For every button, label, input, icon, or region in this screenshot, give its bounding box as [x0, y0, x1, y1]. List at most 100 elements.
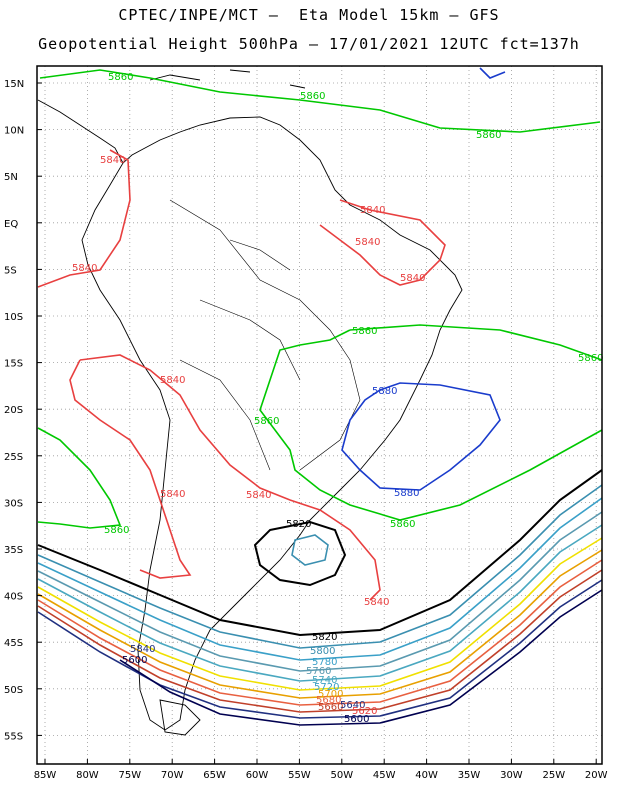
contour-labels: 5860 5860 5860 5860 5860 5860 5860 5860 …	[72, 72, 603, 725]
label-5880: 5880	[394, 488, 419, 499]
label-5840: 5840	[100, 155, 125, 166]
lat-tick-label: 20S	[4, 405, 23, 416]
lon-tick-label: 20W	[585, 770, 608, 781]
label-5720: 5720	[314, 682, 339, 693]
lat-tick-label: 45S	[4, 638, 23, 649]
lat-tick-label: EQ	[4, 219, 18, 230]
label-5680: 5680	[316, 695, 341, 706]
contour-5700-trough	[37, 549, 603, 699]
label-5600: 5600	[122, 655, 147, 666]
contour-5840-north	[37, 149, 131, 288]
lon-tick-label: 35W	[458, 770, 481, 781]
lon-tick-label: 45W	[373, 770, 396, 781]
lat-tick-label: 5S	[4, 265, 17, 276]
lat-tick-label: 50S	[4, 685, 23, 696]
axis-ticks: 15N 10N 5N EQ 5S 10S 15S 20S 25S 30S 35S 40S 45S 50S 5…	[4, 79, 608, 781]
lon-tick-label: 25W	[542, 770, 565, 781]
label-5860: 5860	[104, 525, 129, 536]
contour-5880-high	[341, 382, 501, 491]
lon-tick-label: 30W	[500, 770, 523, 781]
contour-5820-closed	[253, 520, 347, 587]
tierra-del-fuego	[159, 699, 201, 736]
label-5860: 5860	[578, 353, 603, 364]
lat-tick-label: 15N	[4, 79, 24, 90]
chart-title-line2: Geopotential Height 500hPa – 17/01/2021 …	[38, 35, 580, 53]
map-frame	[36, 65, 603, 765]
lon-tick-label: 40W	[415, 770, 438, 781]
label-5800: 5800	[310, 646, 335, 657]
label-5840: 5840	[160, 375, 185, 386]
contour-5680-trough	[37, 559, 603, 706]
lon-tick-label: 55W	[288, 770, 311, 781]
label-5860: 5860	[254, 416, 279, 427]
contour-5860-brazil	[259, 329, 603, 521]
contour-5820-trough	[37, 469, 603, 637]
central-america-coastline	[37, 99, 124, 164]
lon-tick-label: 80W	[76, 770, 99, 781]
contour-5800-trough	[37, 484, 603, 649]
lat-tick-label: 25S	[4, 452, 23, 463]
lon-tick-label: 60W	[246, 770, 269, 781]
label-5840: 5840	[246, 490, 271, 501]
label-5820: 5820	[312, 632, 337, 643]
lon-tick-label: 65W	[203, 770, 226, 781]
south-america-coastline	[81, 116, 463, 731]
label-5840: 5840	[72, 263, 97, 274]
contour-5800-closed	[291, 534, 329, 566]
contour-5860-central	[349, 324, 603, 361]
label-5700: 5700	[318, 689, 343, 700]
label-5840: 5840	[360, 205, 385, 216]
label-5840: 5840	[355, 237, 380, 248]
contour-5660-trough	[37, 569, 603, 713]
lat-tick-label: 35S	[4, 545, 23, 556]
lon-tick-label: 70W	[161, 770, 184, 781]
contour-5760-trough	[37, 511, 603, 672]
contour-5740-trough	[37, 524, 603, 682]
contour-5840-amazon	[319, 199, 446, 286]
country-borders	[169, 199, 361, 471]
contour-5860-west	[37, 427, 122, 529]
label-5780: 5780	[312, 657, 337, 668]
label-5820: 5820	[286, 519, 311, 530]
label-5840: 5840	[400, 273, 425, 284]
label-5760: 5760	[306, 666, 331, 677]
lat-tick-label: 5N	[4, 172, 18, 183]
label-5740: 5740	[312, 675, 337, 686]
label-5840: 5840	[130, 644, 155, 655]
contour-5780-trough	[37, 497, 603, 661]
label-5840: 5840	[364, 597, 389, 608]
label-5640: 5640	[340, 700, 365, 711]
contour-5640-trough	[37, 579, 603, 719]
graticule-grid	[37, 66, 602, 764]
label-5620: 5620	[352, 706, 377, 717]
label-5880: 5880	[372, 386, 397, 397]
contour-5840-chile	[69, 359, 192, 579]
land-coastline	[37, 69, 463, 736]
label-5860: 5860	[300, 91, 325, 102]
lat-tick-label: 10N	[4, 126, 24, 137]
label-5860: 5860	[108, 72, 133, 83]
lat-tick-label: 40S	[4, 592, 23, 603]
lat-tick-label: 30S	[4, 498, 23, 509]
chart-title-line1: CPTEC/INPE/MCT – Eta Model 15km – GFS	[118, 6, 500, 24]
label-5600: 5600	[344, 714, 369, 725]
contour-5720-trough	[37, 537, 603, 691]
label-5860: 5860	[352, 326, 377, 337]
contour-5840-andes	[79, 354, 381, 601]
label-5840: 5840	[160, 489, 185, 500]
lon-tick-label: 85W	[34, 770, 57, 781]
contour-5860-north	[39, 69, 601, 133]
contour-lines	[37, 67, 603, 726]
lat-tick-label: 55S	[4, 731, 23, 742]
contour-5880-north	[479, 67, 506, 79]
caribbean-islands	[149, 69, 306, 89]
lon-tick-label: 50W	[330, 770, 353, 781]
label-5660: 5660	[318, 702, 343, 713]
lon-tick-label: 75W	[118, 770, 141, 781]
label-5860: 5860	[476, 130, 501, 141]
contour-5600-trough	[119, 589, 603, 726]
label-5860: 5860	[390, 519, 415, 530]
lat-tick-label: 15S	[4, 359, 23, 370]
lat-tick-label: 10S	[4, 312, 23, 323]
